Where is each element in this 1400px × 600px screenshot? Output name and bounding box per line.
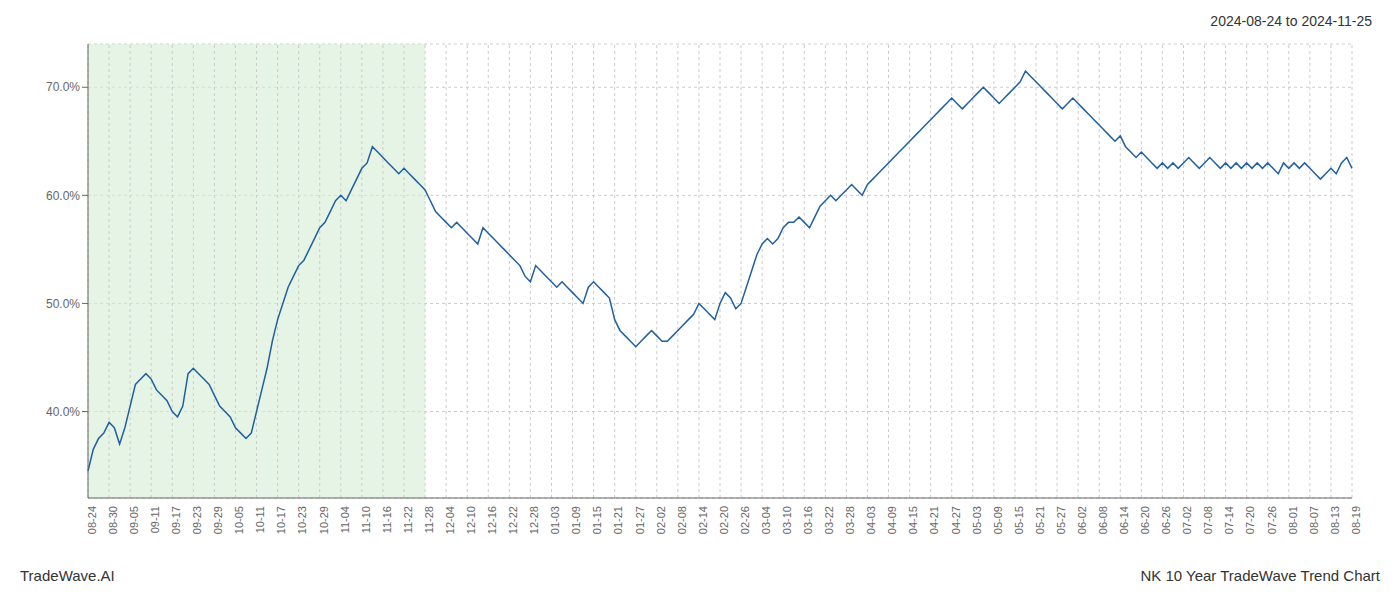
svg-text:02-08: 02-08 xyxy=(676,506,688,534)
svg-text:08-19: 08-19 xyxy=(1350,506,1362,534)
svg-text:05-21: 05-21 xyxy=(1034,506,1046,534)
svg-text:01-09: 01-09 xyxy=(570,506,582,534)
svg-text:04-03: 04-03 xyxy=(865,506,877,534)
svg-text:11-22: 11-22 xyxy=(402,506,414,533)
svg-text:07-02: 07-02 xyxy=(1181,506,1193,534)
svg-text:03-28: 03-28 xyxy=(844,506,856,534)
svg-text:06-14: 06-14 xyxy=(1118,506,1130,534)
svg-text:10-17: 10-17 xyxy=(275,506,287,534)
svg-text:08-13: 08-13 xyxy=(1329,506,1341,534)
svg-text:09-05: 09-05 xyxy=(128,506,140,534)
svg-text:03-10: 03-10 xyxy=(781,506,793,534)
svg-text:06-20: 06-20 xyxy=(1139,506,1151,534)
svg-text:01-15: 01-15 xyxy=(591,506,603,534)
svg-text:11-16: 11-16 xyxy=(381,506,393,533)
svg-text:11-10: 11-10 xyxy=(360,506,372,533)
svg-text:06-08: 06-08 xyxy=(1097,506,1109,534)
svg-text:08-24: 08-24 xyxy=(86,506,98,534)
svg-text:07-26: 07-26 xyxy=(1266,506,1278,534)
svg-text:12-16: 12-16 xyxy=(486,506,498,534)
svg-text:04-09: 04-09 xyxy=(886,506,898,534)
svg-text:12-28: 12-28 xyxy=(528,506,540,534)
svg-text:08-30: 08-30 xyxy=(107,506,119,534)
svg-text:04-21: 04-21 xyxy=(928,506,940,534)
svg-text:09-17: 09-17 xyxy=(170,506,182,534)
svg-text:01-03: 01-03 xyxy=(549,506,561,534)
svg-text:04-27: 04-27 xyxy=(950,506,962,534)
svg-text:11-28: 11-28 xyxy=(423,506,435,533)
svg-text:02-02: 02-02 xyxy=(655,506,667,534)
svg-text:10-29: 10-29 xyxy=(318,506,330,534)
svg-text:07-08: 07-08 xyxy=(1202,506,1214,534)
svg-text:03-16: 03-16 xyxy=(802,506,814,534)
svg-text:03-04: 03-04 xyxy=(760,506,772,534)
svg-text:10-23: 10-23 xyxy=(296,506,308,534)
svg-text:10-05: 10-05 xyxy=(233,506,245,534)
svg-text:70.0%: 70.0% xyxy=(46,80,80,94)
svg-text:12-10: 12-10 xyxy=(465,506,477,534)
svg-text:06-26: 06-26 xyxy=(1160,506,1172,534)
html-text:NK 10 Year TradeWave Trend Cha: NK 10 Year TradeWave Trend Chart xyxy=(1140,566,1380,584)
svg-text:07-14: 07-14 xyxy=(1223,506,1235,534)
svg-text:08-07: 08-07 xyxy=(1308,506,1320,534)
svg-text:07-20: 07-20 xyxy=(1244,506,1256,534)
svg-text:09-23: 09-23 xyxy=(191,506,203,534)
svg-text:09-11: 09-11 xyxy=(149,506,161,533)
html-text:TradeWave.AI: TradeWave.AI xyxy=(20,566,115,584)
svg-text:12-04: 12-04 xyxy=(444,506,456,534)
svg-text:05-27: 05-27 xyxy=(1055,506,1067,534)
svg-text:06-02: 06-02 xyxy=(1076,506,1088,534)
svg-text:05-15: 05-15 xyxy=(1013,506,1025,534)
svg-text:03-22: 03-22 xyxy=(823,506,835,534)
svg-text:01-27: 01-27 xyxy=(634,506,646,534)
svg-text:09-29: 09-29 xyxy=(212,506,224,534)
svg-text:60.0%: 60.0% xyxy=(46,189,80,203)
svg-text:04-15: 04-15 xyxy=(907,506,919,534)
svg-text:10-11: 10-11 xyxy=(254,506,266,533)
svg-text:08-01: 08-01 xyxy=(1287,506,1299,534)
svg-text:40.0%: 40.0% xyxy=(46,405,80,419)
svg-text:05-09: 05-09 xyxy=(992,506,1004,534)
svg-text:02-20: 02-20 xyxy=(718,506,730,534)
svg-text:11-04: 11-04 xyxy=(339,506,351,533)
html-text:2024-08-24 to 2024-11-25: 2024-08-24 to 2024-11-25 xyxy=(1210,13,1372,29)
svg-text:12-22: 12-22 xyxy=(507,506,519,534)
svg-text:02-14: 02-14 xyxy=(697,506,709,534)
svg-text:02-26: 02-26 xyxy=(739,506,751,534)
svg-text:50.0%: 50.0% xyxy=(46,297,80,311)
svg-text:01-21: 01-21 xyxy=(612,506,624,534)
svg-text:05-03: 05-03 xyxy=(971,506,983,534)
